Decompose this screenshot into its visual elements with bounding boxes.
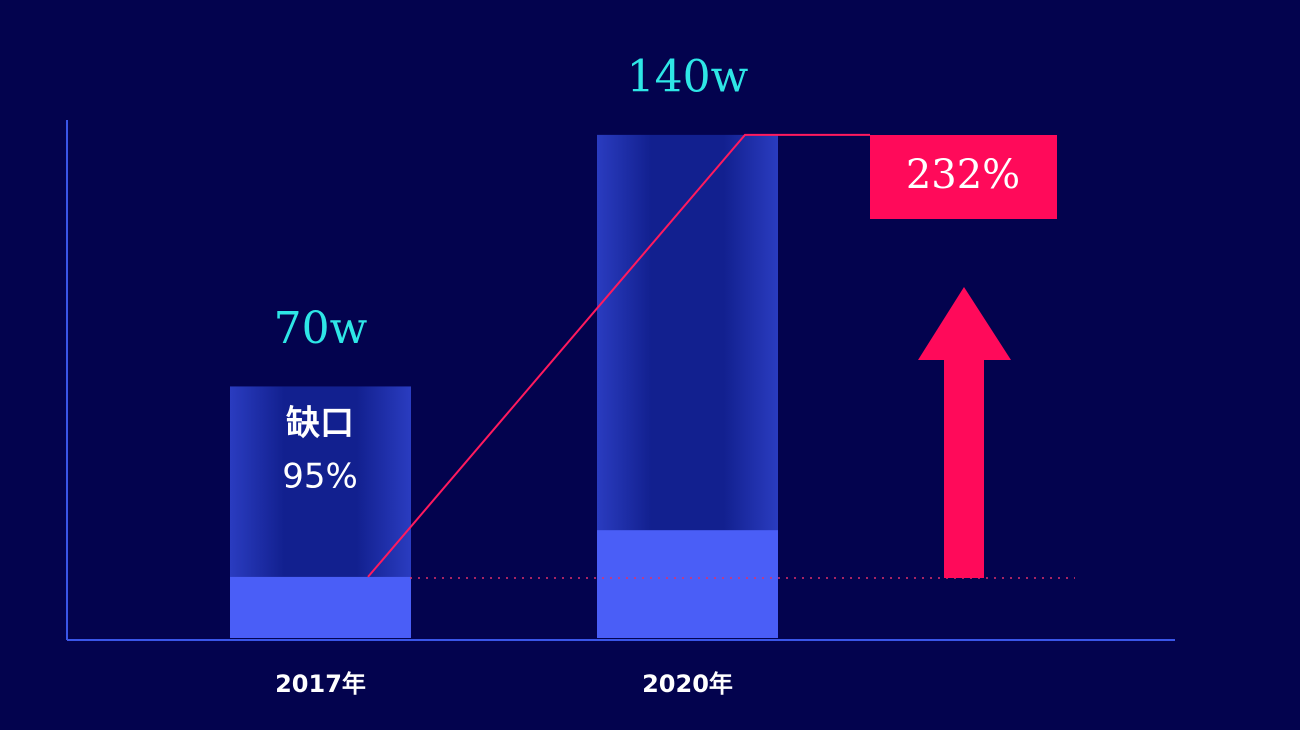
growth-label: 232% [906, 152, 1020, 198]
value-label: 140w [627, 51, 749, 102]
value-label: 70w [274, 303, 368, 354]
gap-label: 缺口 [286, 404, 354, 444]
trend-line [367, 133, 870, 578]
bar-fill [230, 576, 411, 638]
bar-fill [597, 530, 778, 638]
growth-box [870, 135, 1057, 219]
x-tick-label: 2017年 [275, 670, 366, 698]
growth-arrow [918, 287, 1011, 578]
x-tick-label: 2020年 [642, 670, 733, 698]
gap-value: 95% [282, 457, 358, 497]
